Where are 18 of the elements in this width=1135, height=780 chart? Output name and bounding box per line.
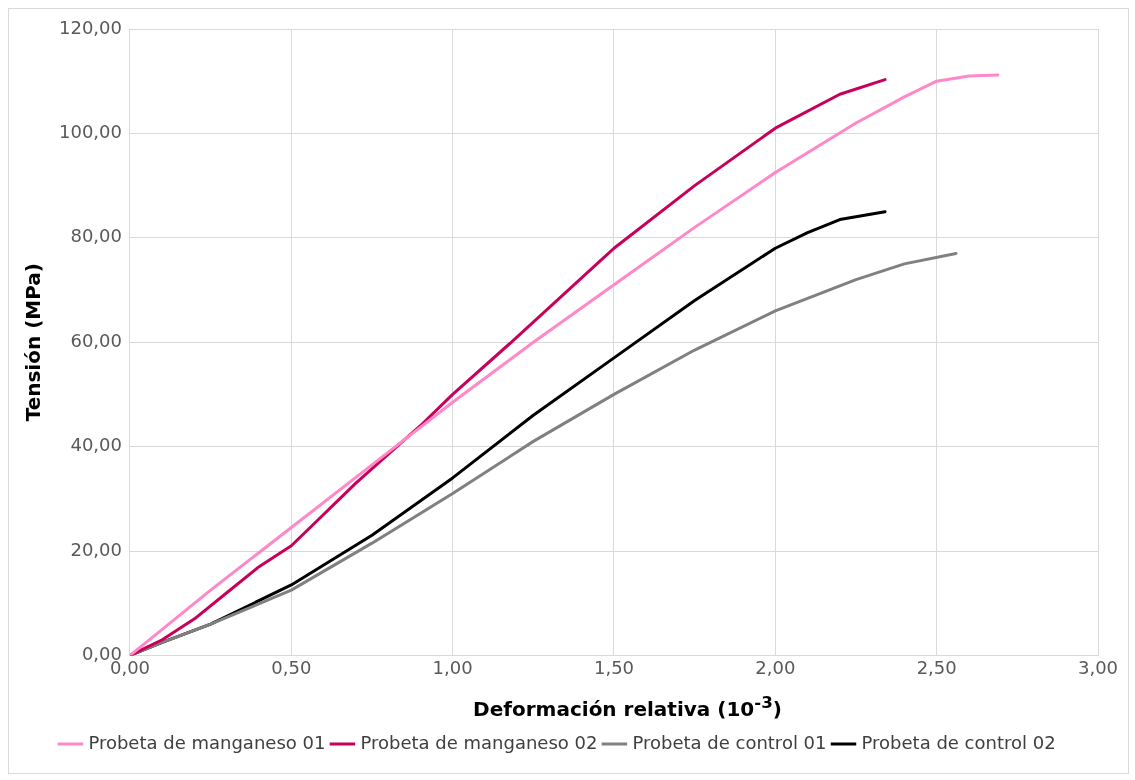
legend-label: Probeta de control 01 (632, 731, 827, 753)
x-tick-label: 3,00 (1077, 656, 1119, 678)
y-tick-label: 80,00 (70, 225, 122, 247)
x-axis-title: Deformación relativa (10$^{-3}$) (472, 693, 783, 721)
x-tick-label: 2,00 (755, 656, 796, 678)
x-tick-label: 1,50 (593, 656, 635, 678)
y-tick-label: 100,00 (59, 121, 122, 143)
y-tick-label: 60,00 (70, 329, 122, 351)
y-axis-title: Tensión (MPa) (21, 263, 46, 422)
legend-label: Probeta de manganeso 01 (88, 731, 326, 753)
y-tick-label: 20,00 (70, 538, 122, 560)
legend-label: Probeta de manganeso 02 (360, 731, 598, 753)
legend-label: Probeta de control 02 (861, 731, 1056, 753)
y-tick-label: 120,00 (59, 16, 122, 38)
x-tick-label: 0,50 (271, 656, 312, 678)
y-tick-label: 40,00 (70, 434, 122, 456)
x-tick-label: 2,50 (916, 656, 957, 678)
x-tick-label: 1,00 (432, 656, 473, 678)
